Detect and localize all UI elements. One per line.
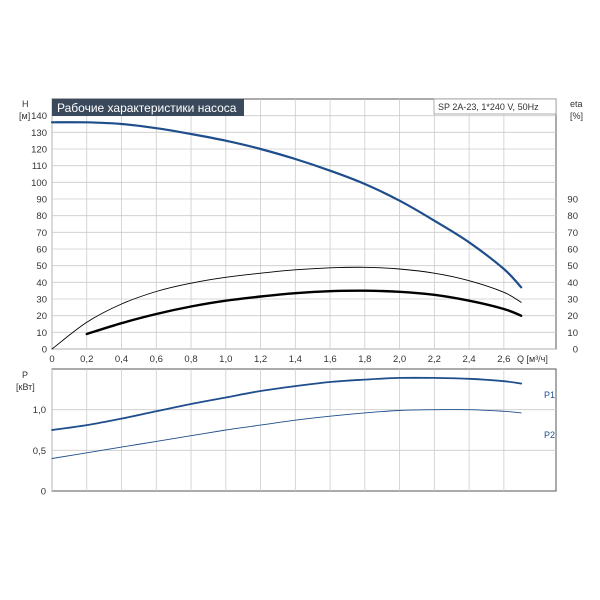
left-tick-label: 140 — [31, 111, 47, 122]
p1-series-label: P1 — [544, 390, 555, 400]
x-axis-label: Q [м³/ч] — [517, 354, 548, 364]
p1-curve — [51, 376, 523, 431]
left-tick-label: 130 — [31, 128, 47, 139]
left-tick-label: 90 — [36, 195, 47, 206]
eta_thick-curve — [85, 289, 523, 336]
p2-curve — [51, 409, 522, 459]
right-tick-label: 20 — [567, 311, 578, 322]
x-tick-label: 1,6 — [323, 354, 336, 365]
left-tick-label: 20 — [36, 311, 47, 322]
x-tick-label: 2,6 — [497, 354, 510, 365]
left-tick-label: 40 — [36, 278, 47, 289]
power-tick-label: 0,5 — [33, 446, 46, 457]
left-tick-label: 50 — [36, 261, 47, 272]
left-tick-label: 10 — [36, 328, 47, 339]
x-tick-label: 0,2 — [80, 354, 93, 365]
right-tick-label: 80 — [567, 211, 578, 222]
pump-model-box — [433, 98, 557, 115]
head-curve — [50, 121, 523, 289]
right-tick-label: 70 — [567, 228, 578, 239]
left-tick-label: 120 — [31, 145, 47, 156]
x-tick-label: 2,4 — [462, 354, 475, 365]
chart-title-box — [52, 99, 244, 116]
x-tick-label: 0 — [49, 354, 54, 365]
right-axis-tick-labels: 0 10 20 30 40 50 60 70 80 90 — [567, 195, 578, 356]
right-tick-label: 60 — [567, 245, 578, 256]
left-tick-label: 70 — [36, 228, 47, 239]
left-axis-label: H — [22, 99, 29, 109]
left-tick-label: 60 — [36, 245, 47, 256]
right-axis-unit: [%] — [570, 111, 583, 121]
right-tick-label: 10 — [567, 328, 578, 339]
upper-plot-frame — [51, 98, 557, 350]
left-tick-label: 100 — [31, 178, 47, 189]
x-tick-label: 2,2 — [428, 354, 441, 365]
x-tick-label: 0,6 — [150, 354, 163, 365]
right-tick-label: 30 — [567, 295, 578, 306]
x-tick-label: 0,8 — [184, 354, 197, 365]
p2-series-label: P2 — [544, 430, 555, 440]
power-tick-label: 1,0 — [33, 405, 46, 416]
lower-grid — [51, 369, 556, 491]
power-tick-label: 0 — [41, 487, 46, 498]
right-tick-label: 0 — [573, 345, 578, 356]
x-tick-label: 1,8 — [358, 354, 371, 365]
head-efficiency-plot: 0 10 20 30 40 50 60 70 80 90 100 110 120 130 140 0 10 20… — [19, 98, 583, 365]
right-tick-label: 40 — [567, 278, 578, 289]
left-axis-tick-labels: 0 10 20 30 40 50 60 70 80 90 100 110 120 130 140 — [31, 111, 47, 355]
right-tick-label: 50 — [567, 261, 578, 272]
power-axis-label: P — [22, 370, 28, 380]
x-tick-label: 1,4 — [289, 354, 302, 365]
pump-model-label: SP 2A-23, 1*240 V, 50Hz — [438, 102, 539, 112]
left-tick-label: 30 — [36, 295, 47, 306]
left-tick-label: 80 — [36, 211, 47, 222]
power-axis-tick-labels: 0 0,5 1,0 — [33, 405, 46, 497]
lower-plot-frame — [51, 368, 557, 492]
left-tick-label: 0 — [42, 345, 47, 356]
x-tick-label: 1,0 — [219, 354, 232, 365]
power-axis-unit: [кВт] — [16, 382, 35, 392]
upper-curves — [50, 121, 523, 350]
power-plot: 0 0,5 1,0 P [кВт] P1 P2 — [16, 368, 557, 498]
eta_thin-curve — [51, 266, 522, 350]
left-axis-unit: [м] — [19, 111, 30, 121]
lower-curves — [51, 376, 523, 459]
right-tick-label: 90 — [567, 195, 578, 206]
x-axis-tick-labels: 0 0,2 0,4 0,6 0,8 1,0 1,2 1,4 1,6 1,8 2,0 2,2 2,4 2,6 — [49, 354, 510, 365]
x-tick-label: 1,2 — [254, 354, 267, 365]
chart-title: Рабочие характеристики насоса — [57, 101, 237, 115]
left-tick-label: 110 — [32, 161, 47, 172]
right-axis-label: eta — [570, 99, 583, 109]
x-tick-label: 0,4 — [115, 354, 128, 365]
x-tick-label: 2,0 — [393, 354, 406, 365]
